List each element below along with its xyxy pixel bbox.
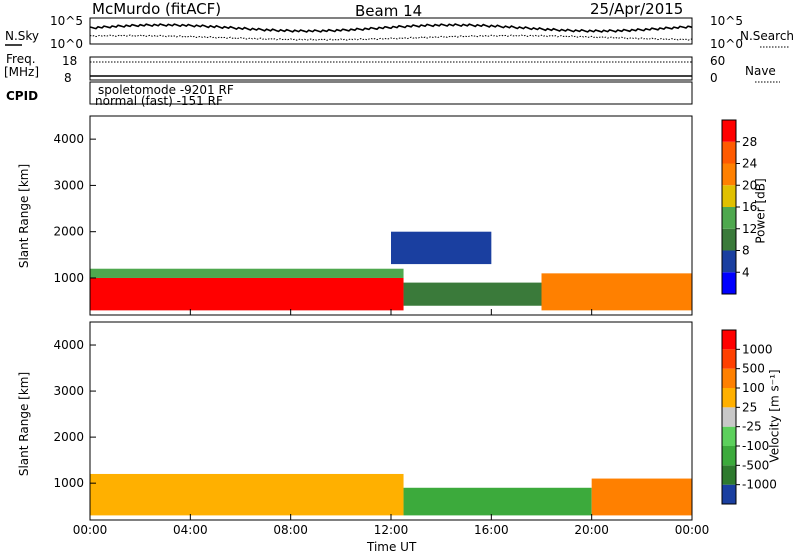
panel0-region-3 [541,273,692,311]
nsearch-trace [89,34,693,41]
panel0-ytick-label-0: 1000 [53,271,84,285]
panel1-ytick-label-0: 1000 [53,476,84,490]
panel0-region-2 [403,282,542,306]
panel0-cbar-swatch-1 [722,250,736,273]
panel1-cbar-swatch-3 [722,426,736,446]
panel1-cbar-label-4: -25 [742,420,762,434]
panel0-cbar-label-3: 16 [742,200,757,214]
panel0-ytick-label-2: 3000 [53,178,84,192]
beam-title: Beam 14 [355,2,423,20]
freq-tick-high: 18 [62,54,78,68]
panel1-ytick-label-1: 2000 [53,430,84,444]
panel1-xtick-label-1: 04:00 [173,523,208,537]
panel1-data-group [90,473,692,516]
panel0-cbar-swatch-3 [722,207,736,229]
cpid-mode-1: spoletomode -9201 RF [98,83,234,97]
panel0-ytick-label-1: 2000 [53,225,84,239]
panel1-cbar-swatch-5 [722,388,736,408]
noise-panel-frame [89,17,693,45]
panel1-cbar-label-5: -100 [742,439,769,453]
nsky-label: N.Sky [5,29,40,43]
panel1-cbar-swatch-4 [722,407,736,427]
panel1-cbar-swatch-6 [722,368,736,388]
panel0-cbar-swatch-5 [722,163,736,186]
panel1-xtick-label-5: 20:00 [574,523,609,537]
panel0-cbar-label-0: 4 [742,265,750,279]
panel1-xtick-label-6: 00:00 [675,523,710,537]
panel0-cbar-label-4: 20 [742,178,757,192]
panel0-cbar-swatch-2 [722,228,736,251]
panel1-ytick-label-2: 3000 [53,384,84,398]
panel1-cbar-label-0: 1000 [742,342,773,356]
panel1-xtick-label-0: 00:00 [73,523,108,537]
panel0-region-0 [90,277,404,311]
panel0-ytick-label-3: 4000 [53,132,84,146]
freq-unit-label: [MHz] [4,65,40,79]
panel1-cbar-label-3: 25 [742,400,757,414]
panel0-cbar-swatch-0 [722,272,736,294]
panel0-region-1 [90,268,404,278]
nsky-tick-high: 10^5 [50,14,83,28]
cpid-label: CPID [6,89,39,103]
panel1-region-0 [90,473,404,516]
panel0-cbar-label-2: 12 [742,222,757,236]
panel1-cbar-label-6: -500 [742,458,769,472]
panel1-cbar-label-1: 500 [742,362,765,376]
nave-tick-high: 60 [710,54,726,68]
panel1-cbar-swatch-0 [722,484,736,504]
panel1-cbar-swatch-1 [722,465,736,485]
cpid-panel-frame [89,81,693,105]
panel1-cbar-label-2: 100 [742,381,765,395]
nsearch-tick-low: 10^0 [710,37,743,51]
nave-label: Nave [745,64,776,78]
freq-tick-low: 8 [64,71,72,85]
panel1-xtick-label-2: 08:00 [273,523,308,537]
panel1-cbar-frame [721,329,737,505]
date-title: 25/Apr/2015 [590,0,684,18]
nsearch-label: N.Search [740,29,795,43]
panel0-data-group [90,231,692,311]
panel1-cbar-swatch-8 [722,330,736,350]
panel1-ytick-label-3: 4000 [53,338,84,352]
panel1-xtick-label-4: 16:00 [474,523,509,537]
panel0-region-4 [391,231,492,265]
panel0-cbar-swatch-7 [722,120,736,142]
x-axis-title: Time UT [367,540,417,554]
panel1-cbar-label-7: -1000 [742,478,777,492]
panel1-xtick-label-3: 12:00 [374,523,409,537]
freq-label: Freq. [6,52,36,66]
panel1-cbar-swatch-7 [722,349,736,369]
nave-tick-low: 0 [710,71,718,85]
panel1-cbar-swatch-2 [722,446,736,466]
panel0-cbar-label-1: 8 [742,244,750,258]
panel0-cbar-swatch-4 [722,185,736,207]
station-title: McMurdo (fitACF) [92,0,222,18]
nsky-tick-low: 10^0 [50,37,83,51]
panel1-region-1 [403,487,592,516]
panel0-cbar-swatch-6 [722,141,736,164]
freq-panel-frame [89,56,693,81]
nsearch-tick-high: 10^5 [710,14,743,28]
panel0-cbar-label-5: 24 [742,157,757,171]
nsky-trace [89,23,693,33]
panel1-region-2 [591,478,692,516]
panel0-cbar-label-6: 28 [742,135,757,149]
